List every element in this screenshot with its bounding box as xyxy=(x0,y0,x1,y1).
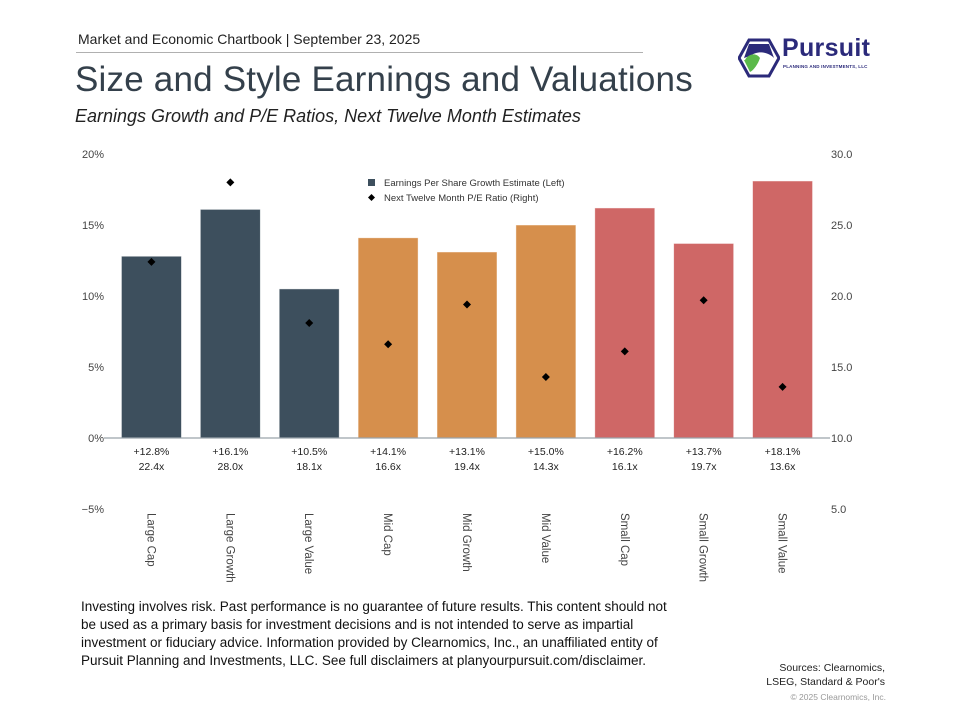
eps-bar xyxy=(515,224,577,439)
sources-note: Sources: Clearnomics, LSEG, Standard & P… xyxy=(766,661,885,689)
pe-ratio-label: 16.1x xyxy=(612,461,638,473)
pe-diamond-marker xyxy=(620,347,629,356)
eps-bar xyxy=(752,180,813,439)
eps-growth-label: +10.5% xyxy=(291,446,327,458)
chartbook-header: Market and Economic Chartbook | Septembe… xyxy=(78,31,421,47)
pe-ratio-label: 13.6x xyxy=(770,461,796,473)
pe-diamond-marker xyxy=(305,318,314,327)
logo-name: Pursuit xyxy=(782,34,871,62)
eps-growth-label: +18.1% xyxy=(765,446,801,458)
pe-ratio-label: 16.6x xyxy=(375,461,401,473)
category-label: Large Cap xyxy=(144,513,156,567)
right-axis-tick-label: 30.0 xyxy=(831,149,852,161)
category-label: Large Value xyxy=(302,513,314,574)
copyright: © 2025 Clearnomics, Inc. xyxy=(790,692,886,702)
pe-diamond-marker xyxy=(384,340,393,349)
right-axis-tick-label: 25.0 xyxy=(831,220,852,232)
left-axis-tick-label: 10% xyxy=(82,291,104,303)
eps-growth-label: +14.1% xyxy=(370,446,406,458)
category-label: Large Growth xyxy=(223,513,235,583)
left-axis-tick-label: 5% xyxy=(88,362,104,374)
pe-diamond-marker xyxy=(778,382,787,391)
page-subtitle: Earnings Growth and P/E Ratios, Next Twe… xyxy=(75,106,581,126)
eps-bar xyxy=(436,251,498,439)
eps-growth-label: +15.0% xyxy=(528,446,564,458)
eps-bar xyxy=(278,288,340,439)
eps-bar xyxy=(673,243,735,439)
pe-diamond-marker xyxy=(699,296,708,305)
left-axis-tick-label: 15% xyxy=(82,220,104,232)
pe-diamond-marker xyxy=(226,178,235,187)
disclaimer-text: Investing involves risk. Past performanc… xyxy=(81,599,667,668)
pe-ratio-label: 14.3x xyxy=(533,461,559,473)
eps-growth-label: +12.8% xyxy=(133,446,169,458)
eps-bar xyxy=(357,237,419,439)
pe-ratio-label: 18.1x xyxy=(296,461,322,473)
hexagon-logo-icon xyxy=(738,38,780,78)
left-axis: 20% 15% 10% 5% 0% −5% xyxy=(82,149,105,516)
category-label: Mid Value xyxy=(539,513,551,563)
eps-growth-label: +16.1% xyxy=(212,446,248,458)
legend-pe-label: Next Twelve Month P/E Ratio (Right) xyxy=(384,193,539,204)
pe-marker-series xyxy=(147,178,787,391)
category-label: Small Growth xyxy=(697,513,709,582)
legend-pe-diamond-icon xyxy=(368,194,375,201)
eps-bar xyxy=(594,207,656,439)
eps-bar xyxy=(121,255,182,439)
pe-ratio-label: 19.4x xyxy=(454,461,480,473)
right-axis-tick-label: 5.0 xyxy=(831,504,846,516)
pe-ratio-label: 19.7x xyxy=(691,461,717,473)
right-axis-tick-label: 10.0 xyxy=(831,433,852,445)
pe-ratio-label: 22.4x xyxy=(139,461,165,473)
category-labels: Large Cap Large Growth Large Value Mid Cap M… xyxy=(144,513,787,583)
eps-bar xyxy=(199,208,261,439)
right-axis-tick-label: 20.0 xyxy=(831,291,852,303)
sources-line-1: Sources: Clearnomics, xyxy=(779,662,885,674)
company-logo: Pursuit PLANNING AND INVESTMENTS, LLC xyxy=(738,34,888,78)
eps-growth-label: +13.1% xyxy=(449,446,485,458)
sources-line-2: LSEG, Standard & Poor's xyxy=(766,676,885,688)
pe-diamond-marker xyxy=(541,372,550,381)
eps-growth-label: +13.7% xyxy=(686,446,722,458)
right-axis-tick-label: 15.0 xyxy=(831,362,852,374)
category-label: Mid Growth xyxy=(460,513,472,572)
category-label: Small Value xyxy=(776,513,788,574)
legend-eps-swatch xyxy=(368,179,375,186)
legend-eps-label: Earnings Per Share Growth Estimate (Left… xyxy=(384,178,565,189)
left-axis-tick-label: −5% xyxy=(82,504,105,516)
category-label: Mid Cap xyxy=(381,513,393,556)
data-labels: +12.8% 22.4x +16.1% 28.0x +10.5% 18.1x +14.1% 1… xyxy=(133,446,800,473)
left-axis-tick-label: 20% xyxy=(82,149,104,161)
logo-tagline: PLANNING AND INVESTMENTS, LLC xyxy=(783,64,868,69)
legend: Earnings Per Share Growth Estimate (Left… xyxy=(368,178,565,204)
right-axis: 30.0 25.0 20.0 15.0 10.0 5.0 xyxy=(831,149,852,516)
pe-diamond-marker xyxy=(463,300,471,309)
left-axis-tick-label: 0% xyxy=(88,433,104,445)
eps-growth-label: +16.2% xyxy=(607,446,643,458)
chart: 20% 15% 10% 5% 0% −5% 30.0 25.0 20.0 15.0 10.0 5.0… xyxy=(82,149,853,583)
header-divider xyxy=(76,52,643,53)
bar-series xyxy=(121,180,813,439)
category-label: Small Cap xyxy=(618,513,630,566)
page-title: Size and Style Earnings and Valuations xyxy=(75,60,693,99)
pe-ratio-label: 28.0x xyxy=(217,461,243,473)
pe-diamond-marker xyxy=(147,257,156,266)
